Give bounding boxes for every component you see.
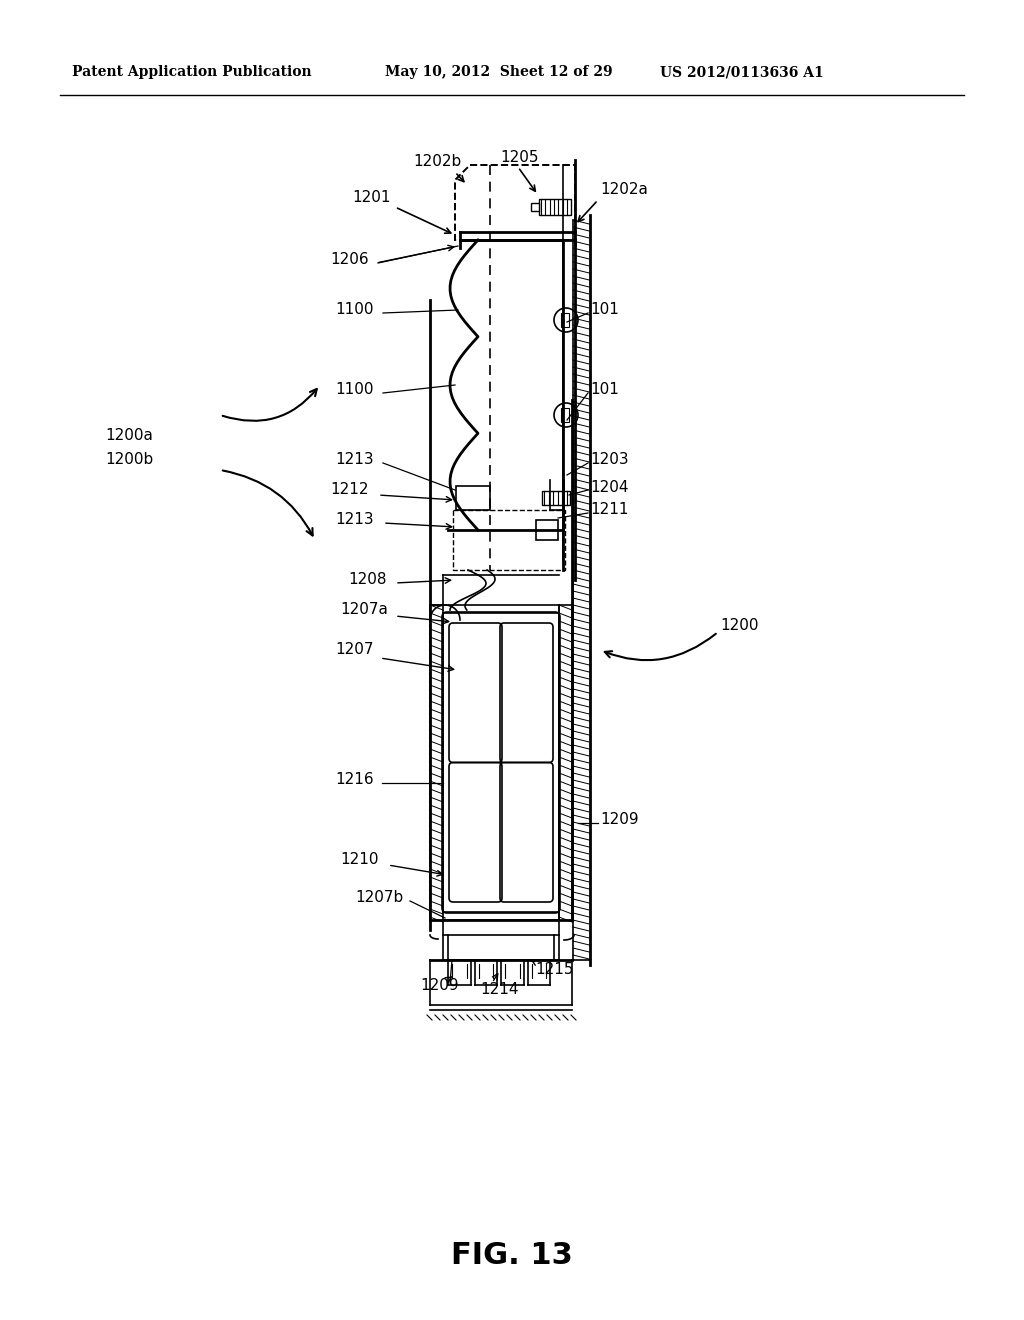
Bar bbox=[531, 203, 539, 211]
Text: 1207a: 1207a bbox=[340, 602, 388, 618]
Bar bbox=[443, 920, 559, 960]
Bar bbox=[536, 520, 558, 540]
Text: 1200a: 1200a bbox=[105, 428, 153, 442]
Text: 101: 101 bbox=[590, 302, 618, 318]
Text: 1202a: 1202a bbox=[600, 182, 648, 198]
Text: 1206: 1206 bbox=[330, 252, 369, 268]
Text: May 10, 2012  Sheet 12 of 29: May 10, 2012 Sheet 12 of 29 bbox=[385, 65, 612, 79]
Text: 1100: 1100 bbox=[335, 302, 374, 318]
Text: 1209: 1209 bbox=[420, 978, 459, 993]
Text: US 2012/0113636 A1: US 2012/0113636 A1 bbox=[660, 65, 823, 79]
Text: 1209: 1209 bbox=[600, 813, 639, 828]
Text: Patent Application Publication: Patent Application Publication bbox=[72, 65, 311, 79]
Bar bbox=[561, 313, 569, 327]
Bar bbox=[456, 486, 490, 510]
Text: 1216: 1216 bbox=[335, 772, 374, 788]
Text: 1201: 1201 bbox=[352, 190, 390, 205]
Text: 1210: 1210 bbox=[340, 853, 379, 867]
Bar bbox=[561, 408, 569, 422]
Text: FIG. 13: FIG. 13 bbox=[452, 1241, 572, 1270]
Text: 1200b: 1200b bbox=[105, 453, 154, 467]
Text: 1213: 1213 bbox=[335, 512, 374, 528]
Bar bbox=[443, 612, 559, 912]
Text: 1214: 1214 bbox=[480, 982, 518, 998]
Text: 1213: 1213 bbox=[335, 453, 374, 467]
Text: 1204: 1204 bbox=[590, 479, 629, 495]
Bar bbox=[542, 491, 570, 506]
Text: 101: 101 bbox=[590, 383, 618, 397]
Text: 1215: 1215 bbox=[535, 962, 573, 978]
Text: 1203: 1203 bbox=[590, 453, 629, 467]
Text: 1205: 1205 bbox=[500, 149, 539, 165]
Text: 1208: 1208 bbox=[348, 573, 386, 587]
Text: 1202b: 1202b bbox=[413, 154, 461, 169]
Text: 1212: 1212 bbox=[330, 483, 369, 498]
Text: 1211: 1211 bbox=[590, 503, 629, 517]
Text: 1207: 1207 bbox=[335, 643, 374, 657]
Text: 1100: 1100 bbox=[335, 383, 374, 397]
Text: 1200: 1200 bbox=[720, 618, 759, 632]
Bar bbox=[539, 199, 571, 215]
Text: 1207b: 1207b bbox=[355, 891, 403, 906]
